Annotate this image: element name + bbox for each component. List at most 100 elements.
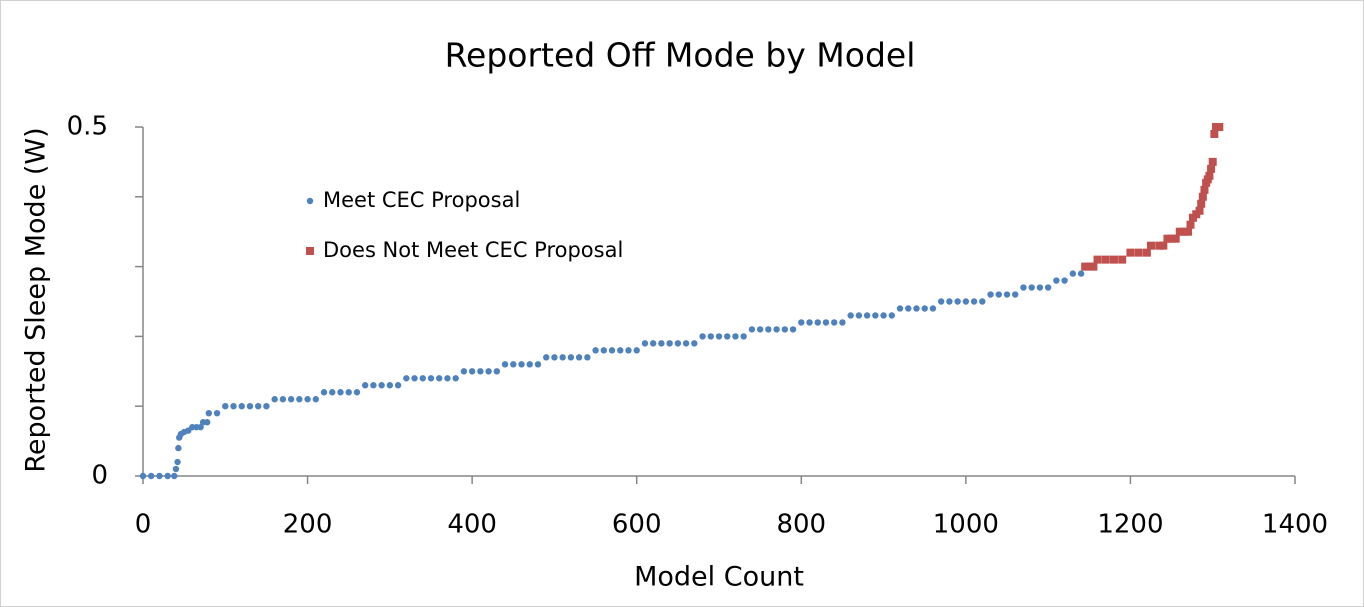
point [1093,255,1102,264]
point [213,409,221,417]
x-axis-label: Model Count [634,562,804,593]
point [798,319,805,326]
point [518,361,525,368]
point [781,326,789,333]
point [559,354,566,361]
point [172,465,180,473]
point [674,340,682,347]
point [863,312,871,319]
point [526,361,533,368]
point [1036,284,1044,291]
point [962,298,970,305]
point [1200,185,1209,194]
x-tick-label: 200 [283,510,333,540]
x-tick-label: 1400 [1262,510,1328,540]
point [1053,277,1060,284]
point [1186,220,1195,229]
point [164,472,171,480]
point [1184,227,1193,236]
point [1175,227,1184,236]
point [477,368,484,375]
point [1179,227,1188,236]
point [584,354,591,361]
point [1012,291,1019,298]
y-tick-label: 0 [91,461,108,491]
point [174,458,181,466]
point [1147,241,1155,250]
point [740,333,747,340]
point [197,423,204,431]
point [1077,270,1085,277]
point [649,340,657,347]
point [970,298,978,305]
point [765,326,772,333]
y-axis-label: Reported Sleep Mode (W) [21,127,52,472]
point [814,319,821,326]
point [139,472,147,480]
point [246,403,254,410]
point [361,382,369,389]
point [567,354,575,361]
point [1085,262,1094,271]
point [271,396,278,403]
point [608,347,616,354]
point [880,312,887,319]
point [888,312,895,319]
point [1210,129,1219,138]
point [510,361,517,368]
point [1142,248,1151,257]
point [296,396,303,403]
point [1197,199,1206,208]
chart-title: Reported Off Mode by Model [445,36,916,75]
point [1205,171,1214,180]
point [847,312,854,319]
point [789,326,797,333]
point [394,382,402,389]
point [822,319,830,326]
point [329,389,336,396]
point [1195,206,1204,215]
point [691,340,698,347]
point [1215,123,1224,131]
point [592,347,599,354]
point [287,396,295,403]
point [748,326,756,333]
point [658,340,665,347]
point [1207,164,1216,173]
point [1020,284,1027,291]
point [1109,255,1118,264]
x-tick-label: 1000 [933,510,999,540]
point [320,389,328,396]
x-tick-label: 400 [447,510,497,540]
point [485,368,492,375]
point [707,333,714,340]
point [1159,241,1168,250]
point [222,403,229,410]
point [205,409,213,417]
point [1003,291,1011,298]
point [1126,248,1135,257]
point [937,298,945,305]
point [732,333,739,340]
point [1208,157,1217,166]
point [682,340,690,347]
point [575,354,583,361]
point [353,389,361,396]
point [633,347,640,354]
point [724,333,731,340]
point [715,333,723,340]
point [617,347,624,354]
point [1134,248,1143,257]
legend-label: Does Not Meet CEC Proposal [323,238,623,262]
point [1167,234,1176,243]
point [255,403,262,410]
point [1198,192,1207,201]
point [1118,255,1127,264]
point [551,354,558,361]
point [839,319,846,326]
point [995,291,1002,298]
point [501,361,509,368]
point [1069,270,1077,277]
x-tick-label: 600 [612,510,662,540]
